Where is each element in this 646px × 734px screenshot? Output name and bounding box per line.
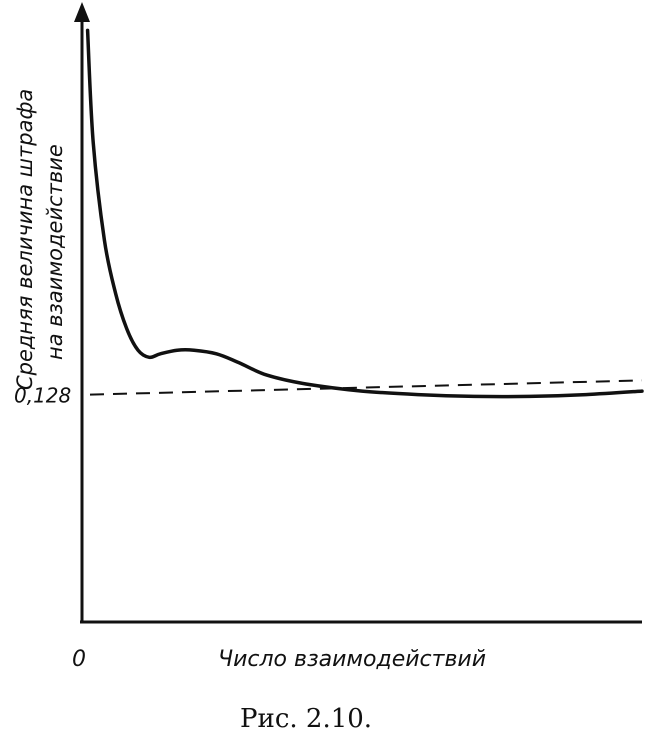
x-axis-label: Число взаимодействий xyxy=(218,647,486,672)
y-tick-label: 0,128 xyxy=(14,384,71,408)
y-axis-arrow xyxy=(74,2,90,22)
reference-dashed-line xyxy=(89,379,643,396)
figure-caption: Рис. 2.10. xyxy=(240,704,372,734)
y-axis-label-line-2: на взаимодействие xyxy=(43,144,67,360)
y-axis-label-line-1: Средняя величина штрафа xyxy=(13,89,37,390)
series-0-line xyxy=(85,28,644,399)
origin-label: 0 xyxy=(72,647,86,672)
